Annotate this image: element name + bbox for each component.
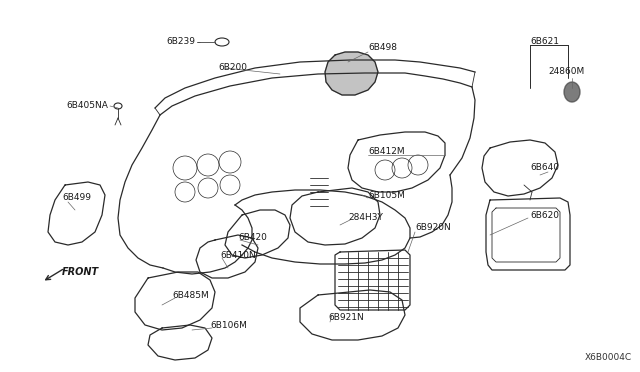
Text: 6B921N: 6B921N	[328, 314, 364, 323]
Text: 6B485M: 6B485M	[172, 291, 209, 299]
Text: 6B620: 6B620	[530, 211, 559, 219]
Text: 6B412M: 6B412M	[368, 148, 404, 157]
Text: 6B405NA: 6B405NA	[66, 100, 108, 109]
Text: 24860M: 24860M	[548, 67, 584, 77]
Text: 6B200: 6B200	[218, 64, 247, 73]
Text: 6B498: 6B498	[368, 44, 397, 52]
Polygon shape	[325, 52, 378, 95]
Text: FRONT: FRONT	[62, 267, 99, 277]
Text: 6B621: 6B621	[530, 38, 559, 46]
Text: X6B0004C: X6B0004C	[585, 353, 632, 362]
Text: 6B420: 6B420	[238, 234, 267, 243]
Ellipse shape	[564, 82, 580, 102]
Text: 6B640: 6B640	[530, 164, 559, 173]
Text: 6B920N: 6B920N	[415, 224, 451, 232]
Text: 6B239: 6B239	[166, 38, 195, 46]
Text: 6B106M: 6B106M	[210, 321, 247, 330]
Text: 6B410N: 6B410N	[220, 250, 256, 260]
Text: 284H3Y: 284H3Y	[348, 214, 383, 222]
Text: 6B499: 6B499	[62, 193, 91, 202]
Text: 6B105M: 6B105M	[368, 190, 405, 199]
